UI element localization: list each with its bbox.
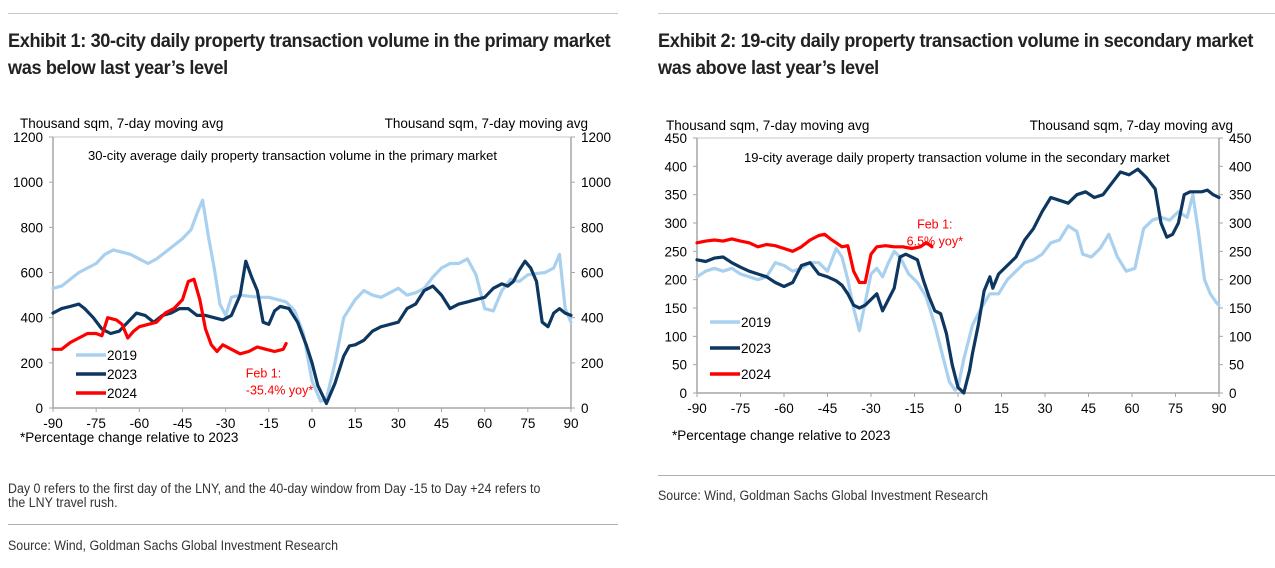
- exhibit-1-title: Exhibit 1: 30-city daily property transa…: [8, 30, 611, 79]
- x-tick-label: 90: [563, 416, 578, 431]
- left-y-tick-label: 200: [664, 273, 687, 288]
- x-tick-label: -15: [905, 401, 925, 416]
- left-y-tick-label: 0: [35, 401, 43, 416]
- annotation-text-line: Feb 1:: [246, 367, 281, 381]
- left-y-tick-label: 400: [20, 311, 43, 326]
- left-y-tick-label: 450: [664, 131, 687, 146]
- left-y-tick-label: 800: [20, 220, 43, 235]
- chart-footnote: *Percentage change relative to 2023: [20, 430, 238, 445]
- x-tick-label: 30: [391, 416, 406, 431]
- right-y-tick-label: 0: [581, 401, 589, 416]
- x-tick-label: 45: [1081, 401, 1096, 416]
- legend-label-2019: 2019: [741, 315, 771, 330]
- left-y-tick-label: 250: [664, 244, 687, 259]
- left-y-tick-label: 150: [664, 301, 687, 316]
- exhibit-2-title: Exhibit 2: 19-city daily property transa…: [658, 30, 1254, 79]
- x-tick-label: 45: [434, 416, 449, 431]
- x-tick-label: 15: [348, 416, 363, 431]
- annotation-text-line: 6.5% yoy*: [907, 235, 963, 249]
- annotation-text-line: Feb 1:: [917, 218, 952, 232]
- legend-label-2024: 2024: [741, 367, 772, 382]
- right-y-tick-label: 350: [1229, 188, 1252, 203]
- x-tick-label: -45: [818, 401, 838, 416]
- right-y-tick-label: 200: [581, 356, 604, 371]
- x-tick-label: -90: [687, 401, 707, 416]
- series-line-2019: [51, 198, 573, 403]
- chart-inner-title: 30-city average daily property transacti…: [88, 148, 497, 163]
- x-tick-label: -60: [774, 401, 794, 416]
- x-tick-label: 60: [477, 416, 492, 431]
- annotation-text-line: -35.4% yoy*: [246, 384, 314, 398]
- series-line-2023: [51, 259, 573, 406]
- exhibit-1-note-line-2: the LNY travel rush.: [8, 495, 118, 510]
- exhibit-1-note-line-1: Day 0 refers to the first day of the LNY…: [8, 481, 541, 496]
- legend-label-2023: 2023: [107, 367, 137, 382]
- right-y-tick-label: 600: [581, 266, 604, 281]
- x-tick-label: -75: [731, 401, 751, 416]
- x-tick-label: 15: [994, 401, 1009, 416]
- series-line-2019: [695, 193, 1221, 392]
- left-y-tick-label: 100: [664, 329, 687, 344]
- top-divider: [658, 13, 1275, 14]
- exhibit-2-panel: Exhibit 2: 19-city daily property transa…: [640, 0, 1275, 568]
- x-tick-label: 0: [308, 416, 316, 431]
- left-y-tick-label: 50: [672, 358, 687, 373]
- left-y-tick-label: 0: [679, 386, 687, 401]
- x-tick-label: 75: [520, 416, 535, 431]
- x-tick-label: 30: [1037, 401, 1052, 416]
- right-y-tick-label: 100: [1229, 329, 1252, 344]
- right-y-tick-label: 150: [1229, 301, 1252, 316]
- exhibit-2-chart: Thousand sqm, 7-day moving avg Thousand s…: [664, 118, 1252, 443]
- source-divider: [8, 524, 618, 525]
- x-tick-label: -75: [86, 416, 106, 431]
- top-divider: [8, 13, 618, 14]
- x-tick-label: -90: [43, 416, 63, 431]
- right-axis-unit-label: Thousand sqm, 7-day moving avg: [1030, 118, 1233, 133]
- right-y-tick-label: 200: [1229, 273, 1252, 288]
- left-axis-unit-label: Thousand sqm, 7-day moving avg: [20, 116, 223, 131]
- x-tick-label: -30: [216, 416, 236, 431]
- x-tick-label: -15: [259, 416, 279, 431]
- right-y-tick-label: 450: [1229, 131, 1252, 146]
- right-y-tick-label: 50: [1229, 358, 1244, 373]
- exhibit-2-source: Source: Wind, Goldman Sachs Global Inves…: [658, 488, 988, 503]
- left-y-tick-label: 1000: [13, 175, 43, 190]
- right-y-tick-label: 800: [581, 220, 604, 235]
- left-y-tick-label: 600: [20, 266, 43, 281]
- left-y-tick-label: 1200: [13, 130, 43, 145]
- chart-footnote: *Percentage change relative to 2023: [672, 428, 890, 443]
- right-y-tick-label: 0: [1229, 386, 1237, 401]
- right-y-tick-label: 1000: [581, 175, 611, 190]
- legend-label-2024: 2024: [107, 386, 138, 401]
- series-line-2023: [695, 167, 1221, 395]
- right-y-tick-label: 400: [581, 311, 604, 326]
- left-y-tick-label: 350: [664, 188, 687, 203]
- right-y-tick-label: 300: [1229, 216, 1252, 231]
- exhibit-1-chart: Thousand sqm, 7-day moving avg Thousand s…: [13, 116, 611, 445]
- series-line-2024: [695, 232, 934, 285]
- exhibit-1-panel: Exhibit 1: 30-city daily property transa…: [0, 0, 630, 568]
- right-y-tick-label: 250: [1229, 244, 1252, 259]
- x-tick-label: 0: [954, 401, 962, 416]
- chart-inner-title: 19-city average daily property transacti…: [744, 150, 1170, 165]
- right-y-tick-label: 400: [1229, 159, 1252, 174]
- left-y-tick-label: 400: [664, 159, 687, 174]
- left-axis-unit-label: Thousand sqm, 7-day moving avg: [666, 118, 869, 133]
- x-tick-label: -45: [173, 416, 193, 431]
- series-line-2024: [51, 277, 288, 356]
- left-y-tick-label: 200: [20, 356, 43, 371]
- x-tick-label: 75: [1168, 401, 1183, 416]
- right-y-tick-label: 1200: [581, 130, 611, 145]
- x-tick-label: -60: [130, 416, 150, 431]
- x-tick-label: -30: [861, 401, 881, 416]
- right-axis-unit-label: Thousand sqm, 7-day moving avg: [385, 116, 588, 131]
- legend-label-2023: 2023: [741, 341, 771, 356]
- left-y-tick-label: 300: [664, 216, 687, 231]
- legend-label-2019: 2019: [107, 348, 137, 363]
- x-tick-label: 90: [1211, 401, 1226, 416]
- x-tick-label: 60: [1124, 401, 1139, 416]
- exhibit-1-source: Source: Wind, Goldman Sachs Global Inves…: [8, 538, 338, 553]
- source-divider: [658, 475, 1275, 476]
